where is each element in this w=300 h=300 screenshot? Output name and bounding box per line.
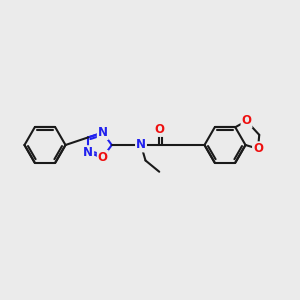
Text: O: O — [98, 151, 108, 164]
Text: O: O — [154, 123, 164, 136]
Text: N: N — [98, 126, 108, 139]
Text: N: N — [136, 139, 146, 152]
Text: N: N — [83, 146, 93, 159]
Text: O: O — [253, 142, 263, 155]
Text: O: O — [242, 115, 251, 128]
